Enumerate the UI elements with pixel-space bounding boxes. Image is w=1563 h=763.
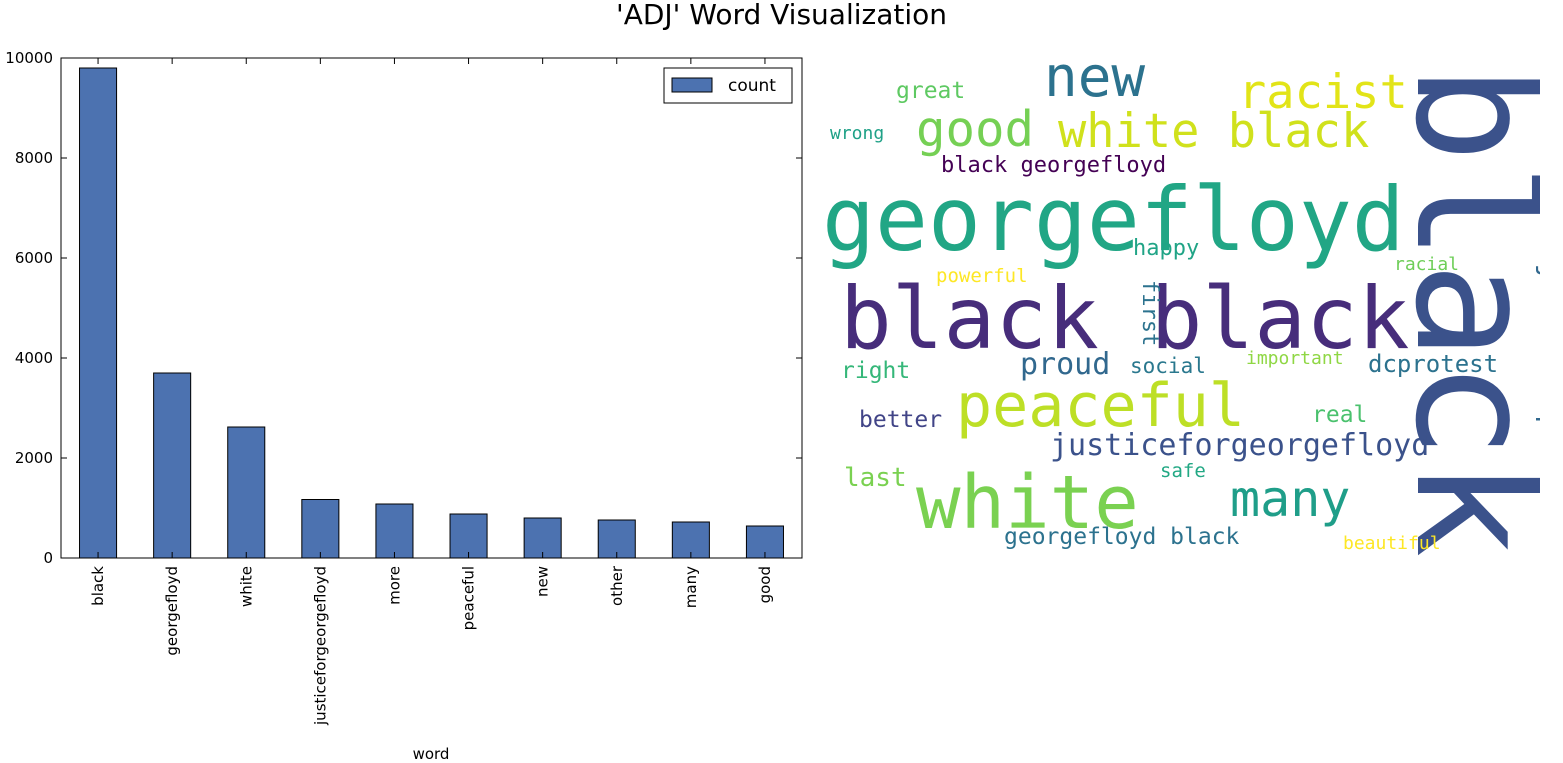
cloud-word-black: black — [1379, 64, 1540, 558]
cloud-word-racist: racist — [1238, 65, 1408, 120]
cloud-word-black-georgefloyd: black georgefloyd — [941, 153, 1166, 178]
figure-title: 'ADJ' Word Visualization — [616, 0, 947, 31]
x-tick-label-georgefloyd: georgefloyd — [163, 566, 181, 656]
y-tick-label: 4000 — [15, 349, 53, 367]
cloud-word-black-black: black black — [840, 269, 1410, 369]
cloud-word-better: better — [859, 407, 942, 433]
x-tick-label-black: black — [89, 566, 107, 606]
bar-other — [597, 519, 636, 559]
y-tick-label: 0 — [43, 549, 53, 567]
cloud-word-many: many — [1230, 470, 1350, 528]
cloud-word-powerful: powerful — [936, 265, 1028, 287]
cloud-word-real: real — [1312, 402, 1367, 428]
y-tick-label: 8000 — [15, 149, 53, 167]
cloud-word-nojusticenopeace: nojusticenopeace — [1535, 230, 1540, 500]
x-tick-label-white: white — [237, 566, 255, 607]
bar-black — [79, 67, 118, 559]
x-tick-label-peaceful: peaceful — [460, 566, 478, 630]
cloud-word-white: white — [916, 460, 1139, 546]
cloud-word-last: last — [844, 463, 907, 493]
cloud-word-beautiful: beautiful — [1343, 533, 1441, 554]
bar-chart: 0 2000 4000 6000 8000 10000 black georgefloyd wh… — [5, 49, 803, 763]
cloud-word-wrong: wrong — [830, 123, 884, 144]
legend-swatch — [671, 77, 713, 93]
cloud-word-new: new — [1044, 50, 1145, 110]
legend: count — [663, 67, 793, 104]
x-tick-label-justiceforgeorgefloyd: justiceforgeorgefloyd — [311, 566, 329, 726]
cloud-word-white-black: white black — [1058, 104, 1369, 159]
x-tick-label-many: many — [682, 566, 700, 608]
y-tick-label: 2000 — [15, 449, 53, 467]
bar-georgefloyd — [153, 372, 192, 559]
plot-frame — [60, 57, 803, 559]
x-tick-label-good: good — [756, 566, 774, 603]
cloud-word-racial: racial — [1394, 254, 1459, 275]
x-tick-label-other: other — [608, 565, 626, 606]
x-tick-label-more: more — [385, 566, 403, 605]
cloud-word-important: important — [1246, 348, 1344, 369]
cloud-word-georgefloyd: georgefloyd — [822, 168, 1405, 271]
cloud-word-right: right — [841, 358, 910, 384]
cloud-word-great: great — [896, 78, 965, 104]
cloud-word-happy: happy — [1133, 236, 1199, 261]
bar-more — [375, 503, 414, 559]
x-tick-label-new: new — [534, 566, 552, 597]
cloud-word-social: social — [1130, 354, 1206, 378]
y-tick-label: 6000 — [15, 249, 53, 267]
bar-white — [227, 426, 266, 559]
cloud-word-proud: proud — [1020, 347, 1110, 382]
bar-new — [523, 517, 562, 559]
y-tick-label: 10000 — [5, 49, 53, 67]
cloud-word-good: good — [916, 101, 1034, 158]
cloud-word-justiceforgeorgefloyd: justiceforgeorgefloyd — [1050, 428, 1429, 463]
cloud-word-dcprotest: dcprotest — [1368, 350, 1498, 378]
cloud-word-first: first — [1137, 280, 1162, 346]
bar-justiceforgeorgefloyd — [301, 499, 340, 559]
x-axis-label: word — [413, 745, 450, 763]
cloud-word-georgefloyd-black: georgefloyd black — [1004, 524, 1240, 550]
bar-peaceful — [449, 513, 488, 559]
cloud-word-safe: safe — [1160, 460, 1206, 482]
cloud-word-peaceful: peaceful — [956, 371, 1245, 441]
legend-label-count: count — [728, 76, 776, 96]
